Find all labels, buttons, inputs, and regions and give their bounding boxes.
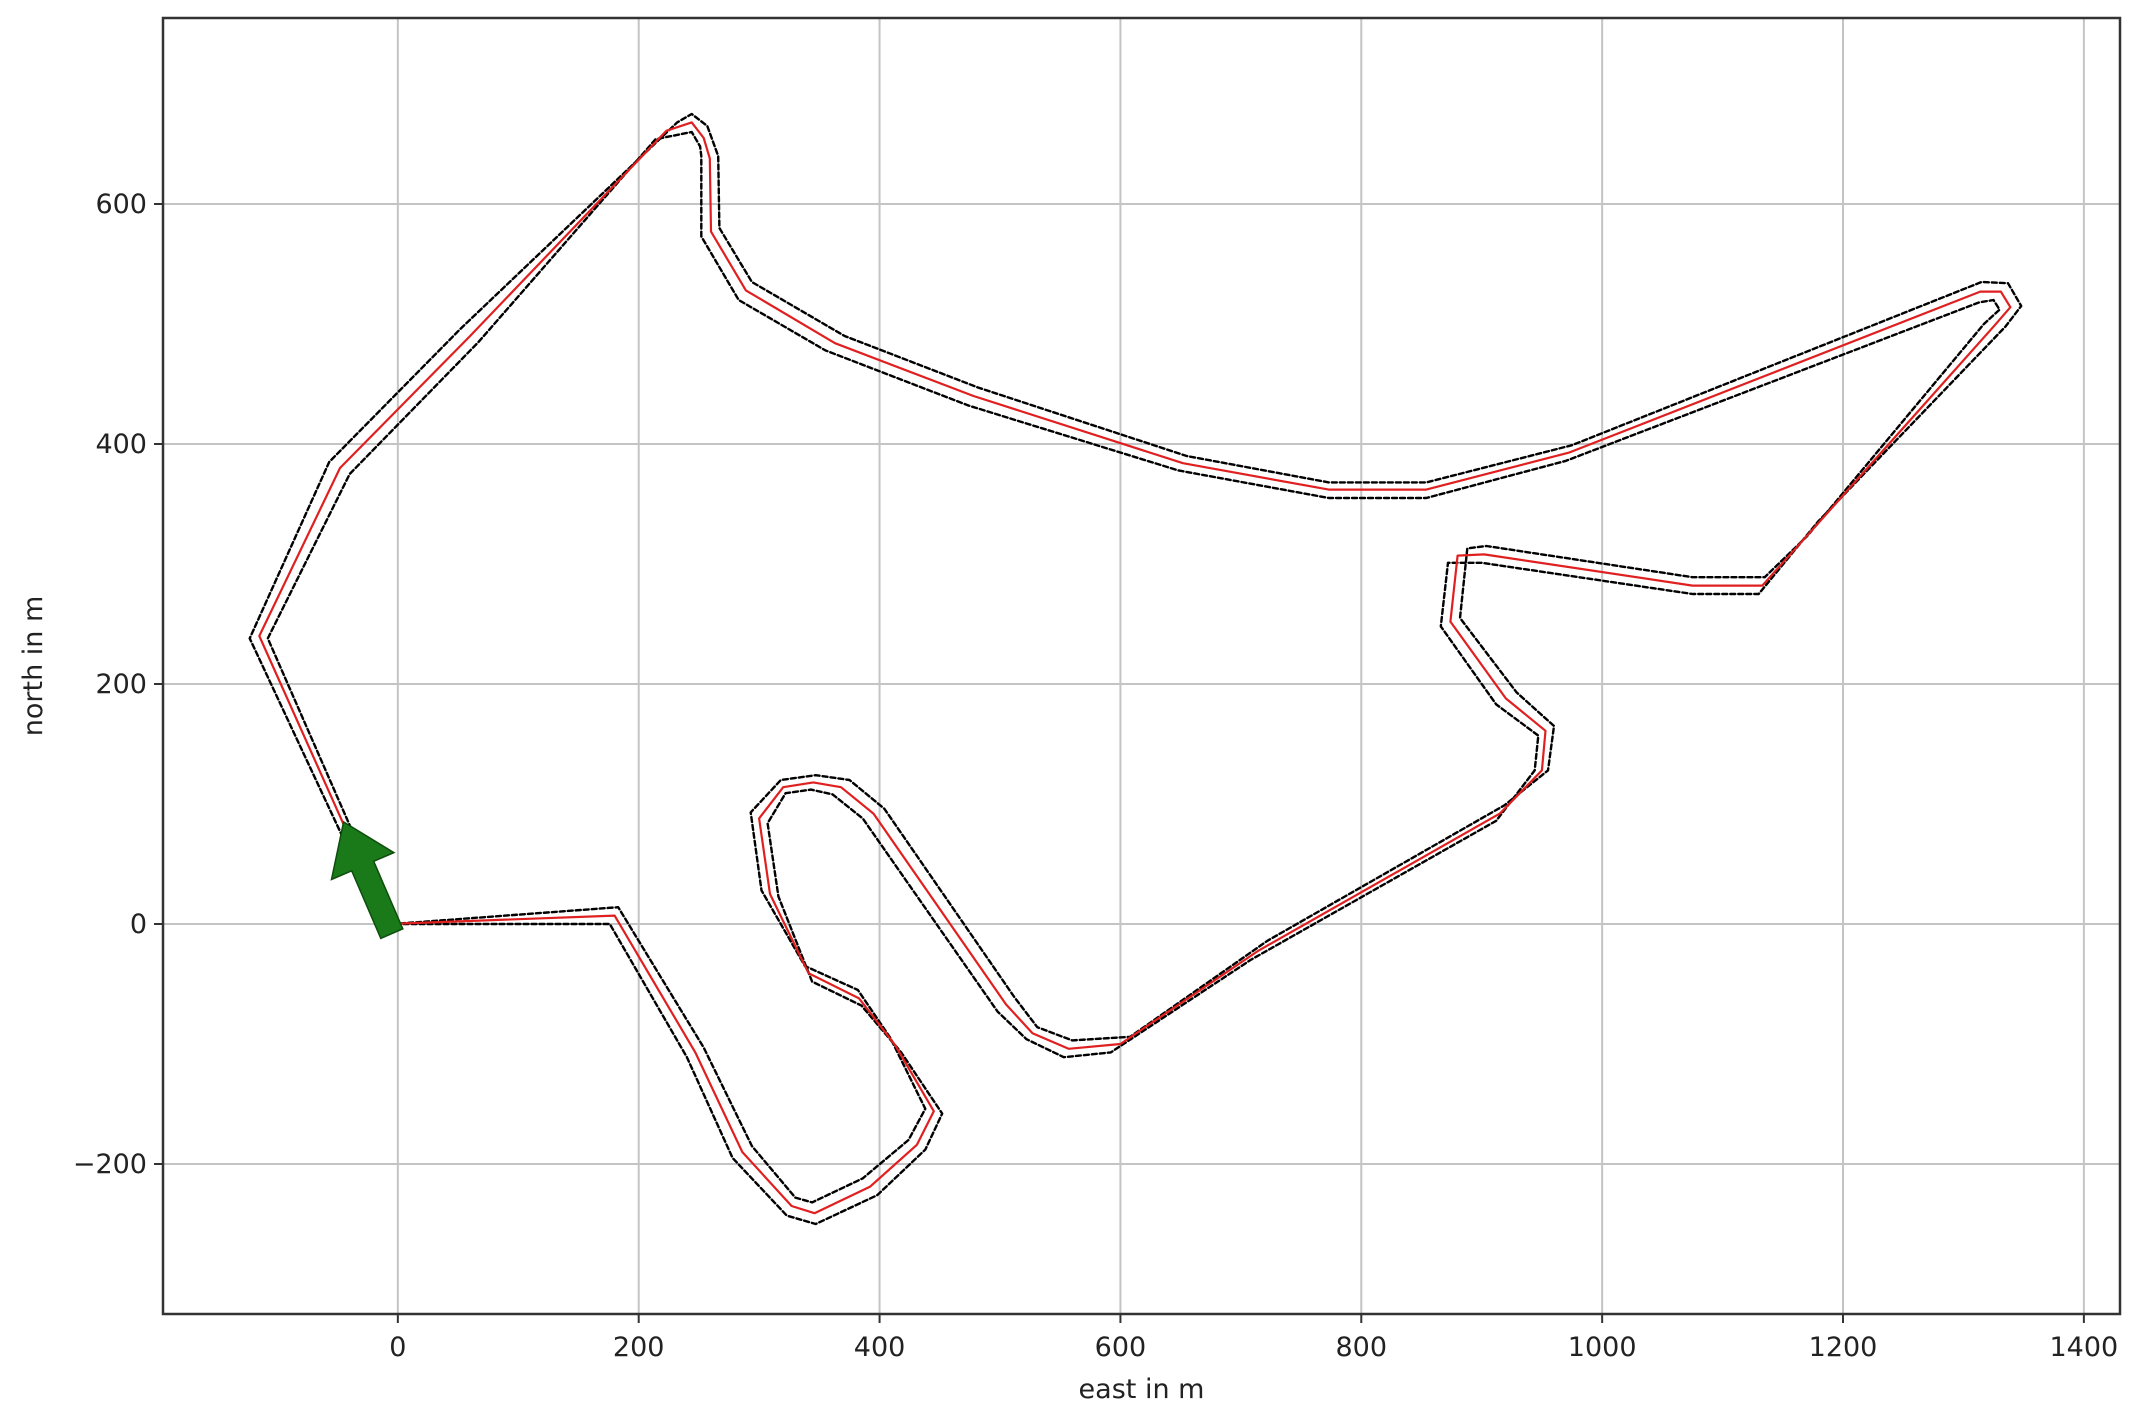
x-tick-label: 800 [1336,1332,1388,1363]
x-tick-label: 1000 [1568,1332,1637,1363]
y-axis-label: north in m [18,596,49,737]
start-direction-arrow [330,820,404,940]
x-tick-label: 1400 [2050,1332,2119,1363]
x-tick-label: 1200 [1809,1332,1878,1363]
x-axis-label: east in m [1079,1374,1205,1405]
grid [163,18,2120,1314]
track-boundary-inner-line [266,130,2001,1204]
racing-line-line [258,121,2012,1215]
y-tick-label: −200 [73,1149,147,1180]
y-tick-label: 0 [130,909,147,940]
y-tick-label: 200 [95,669,147,700]
ticks: 0 200 400 600 800 1000 1200 1400 −200 0 200 400 600 [73,189,2118,1363]
y-tick-label: 600 [95,189,147,220]
annotation-layer [330,820,404,940]
y-tick-label: 400 [95,429,147,460]
x-tick-label: 400 [854,1332,906,1363]
x-tick-label: 0 [389,1332,406,1363]
series-layer [248,112,2023,1226]
plot-frame [161,16,2122,1316]
x-tick-label: 200 [613,1332,665,1363]
x-tick-label: 600 [1095,1332,1147,1363]
track-boundary-outer-line [248,112,2023,1226]
